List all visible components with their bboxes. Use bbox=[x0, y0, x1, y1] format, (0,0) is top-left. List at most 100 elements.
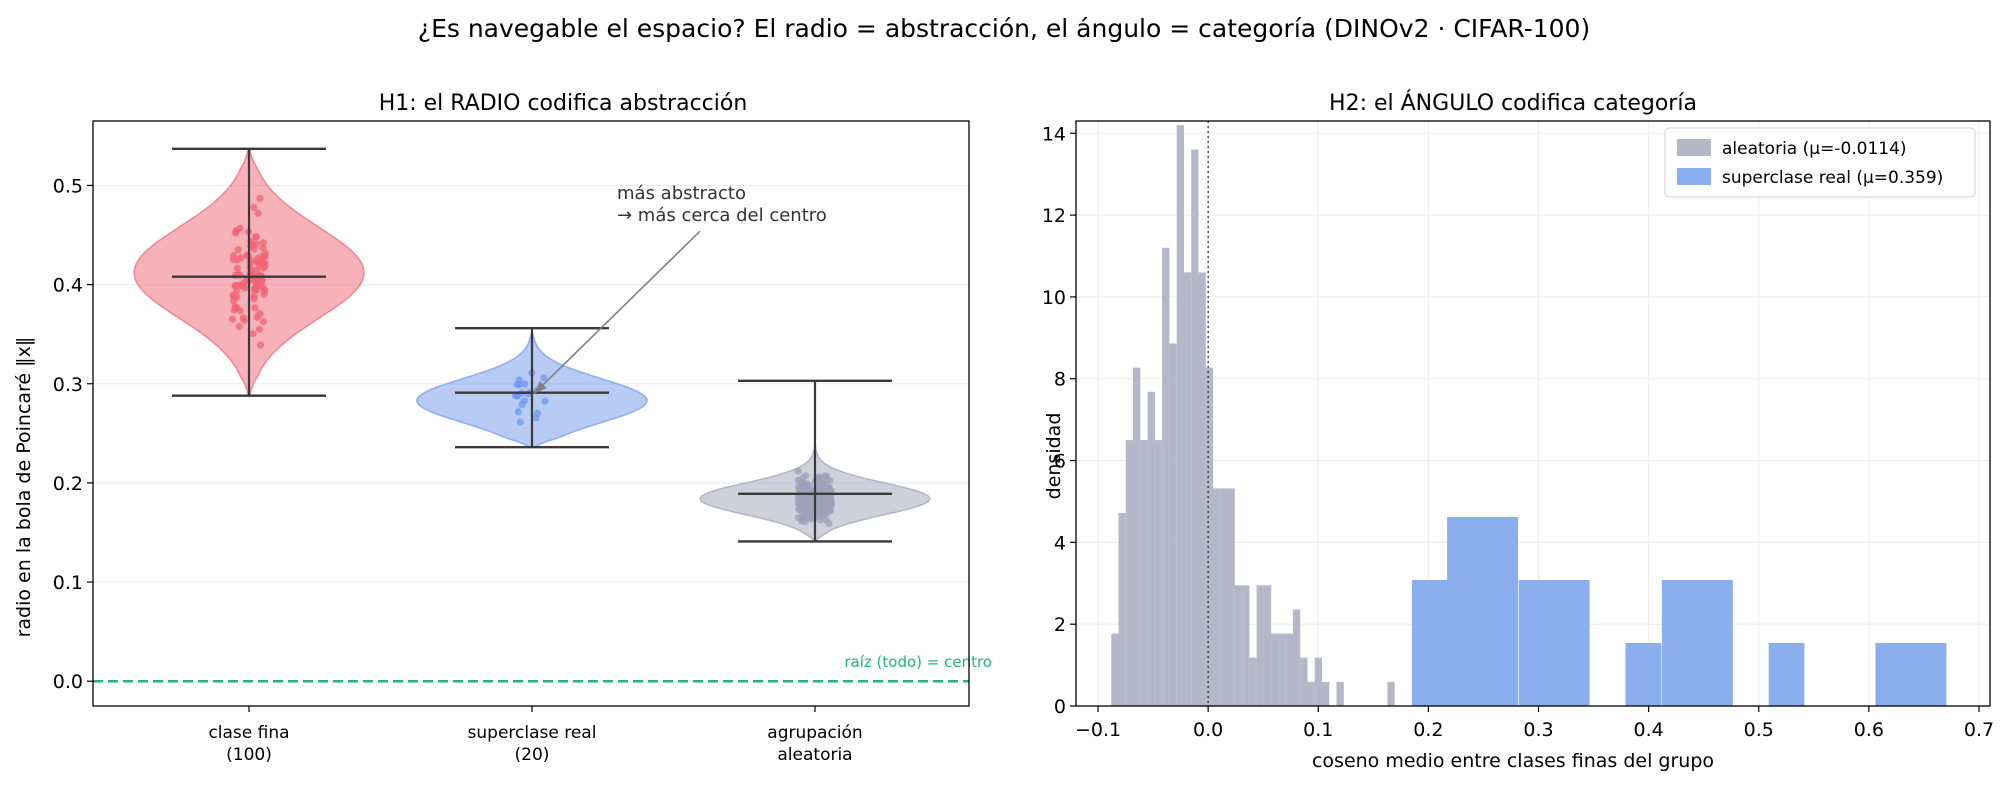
histogram-bar-random bbox=[1213, 488, 1221, 706]
histogram-superclass-series bbox=[1411, 517, 1947, 706]
left-x-tick-label: (20) bbox=[515, 745, 550, 765]
histogram-bar-superclass bbox=[1661, 580, 1698, 706]
data-point bbox=[259, 317, 267, 326]
right-y-tick-label: 8 bbox=[1054, 369, 1066, 391]
data-point bbox=[231, 271, 239, 279]
left-x-tick-label: aleatoria bbox=[777, 745, 852, 765]
data-point bbox=[231, 302, 239, 310]
histogram-bar-random bbox=[1278, 633, 1286, 706]
histogram-bar-random bbox=[1147, 391, 1155, 706]
histogram-bar-random bbox=[1263, 585, 1272, 706]
data-point bbox=[794, 467, 802, 475]
left-plot-frame bbox=[92, 120, 970, 707]
left-x-tick-label: superclase real bbox=[468, 723, 597, 743]
right-x-tick-label: 0.7 bbox=[1964, 719, 1994, 741]
histogram-bar-random bbox=[1242, 585, 1250, 706]
histogram-bar-random bbox=[1234, 585, 1243, 706]
abstraction-annotation: más abstracto → más cerca del centro bbox=[533, 183, 827, 395]
histogram-bar-superclass bbox=[1625, 643, 1662, 706]
data-point bbox=[515, 380, 524, 389]
histogram-bar-random bbox=[1183, 272, 1192, 706]
right-y-tick-label: 4 bbox=[1054, 532, 1066, 554]
data-point bbox=[236, 307, 244, 315]
histogram-bar-random bbox=[1133, 367, 1141, 706]
histogram-bar-superclass bbox=[1697, 580, 1733, 706]
histogram-bar-random bbox=[1191, 149, 1199, 707]
right-x-tick-label: 0.2 bbox=[1413, 719, 1443, 741]
data-point bbox=[799, 501, 807, 509]
histogram-bar-superclass bbox=[1553, 580, 1590, 706]
data-point bbox=[822, 482, 830, 490]
data-point bbox=[521, 380, 529, 388]
data-point bbox=[540, 374, 548, 382]
histogram-bar-random bbox=[1314, 657, 1322, 706]
right-x-ticks: −0.1 0.0 0.1 0.2 0.3 0.4 0.5 0.6 0.7 bbox=[1075, 706, 1994, 741]
right-y-tick-label: 10 bbox=[1042, 287, 1066, 309]
data-point bbox=[233, 264, 241, 272]
violin-chart-radius: H1: el RADIO codifica abstracción radio … bbox=[13, 91, 992, 765]
data-point bbox=[250, 292, 258, 300]
data-point bbox=[821, 472, 829, 480]
histogram-bar-random bbox=[1140, 440, 1148, 706]
histogram-bar-random bbox=[1387, 681, 1395, 706]
histogram-bar-random bbox=[1220, 488, 1228, 706]
histogram-bar-superclass bbox=[1768, 643, 1805, 706]
histogram-bar-superclass bbox=[1482, 517, 1518, 706]
data-point bbox=[259, 239, 267, 247]
histogram-bar-random bbox=[1249, 657, 1257, 706]
histogram-bar-random bbox=[1118, 512, 1126, 706]
right-x-tick-label: 0.1 bbox=[1303, 719, 1333, 741]
histogram-bar-superclass bbox=[1910, 643, 1947, 706]
left-x-tick-label: (100) bbox=[226, 745, 272, 765]
histogram-bar-random bbox=[1336, 681, 1344, 706]
right-y-tick-label: 0 bbox=[1054, 696, 1066, 718]
data-point bbox=[252, 233, 260, 241]
histogram-bar-random bbox=[1307, 681, 1315, 706]
legend-label-random: aleatoria (μ=-0.0114) bbox=[1722, 139, 1907, 159]
data-point bbox=[796, 494, 804, 502]
data-point bbox=[541, 397, 549, 405]
left-x-ticks: clase fina(100) superclase real(20) agrupa… bbox=[208, 706, 863, 765]
data-point bbox=[234, 256, 242, 264]
data-point bbox=[249, 330, 257, 338]
left-y-tick-label: 0.4 bbox=[53, 275, 83, 297]
right-x-tick-label: 0.4 bbox=[1634, 719, 1664, 741]
histogram-bar-random bbox=[1125, 440, 1134, 706]
annotation-text-line1: más abstracto bbox=[617, 183, 746, 204]
histogram-bar-random bbox=[1198, 272, 1206, 706]
histogram-bar-random bbox=[1176, 125, 1184, 707]
data-point bbox=[800, 511, 809, 519]
right-x-axis-label: coseno medio entre clases finas del grup… bbox=[1312, 750, 1714, 772]
histogram-bar-random bbox=[1271, 633, 1279, 706]
right-x-tick-label: 0.3 bbox=[1523, 719, 1553, 741]
data-point bbox=[807, 507, 815, 515]
histogram-bar-random bbox=[1205, 367, 1213, 706]
right-x-tick-label: 0.5 bbox=[1744, 719, 1774, 741]
histogram-bar-random bbox=[1162, 247, 1170, 707]
left-x-tick-label: agrupación bbox=[767, 723, 862, 743]
data-point bbox=[234, 246, 242, 254]
left-chart-title: H1: el RADIO codifica abstracción bbox=[379, 91, 748, 116]
right-plot-frame bbox=[1075, 120, 1991, 707]
histogram-bar-random bbox=[1169, 343, 1177, 706]
legend-swatch-random bbox=[1677, 139, 1711, 156]
data-point bbox=[820, 505, 828, 513]
data-point bbox=[251, 304, 259, 312]
right-y-tick-label: 12 bbox=[1042, 205, 1066, 227]
data-point bbox=[256, 194, 264, 203]
data-point bbox=[231, 229, 239, 237]
right-x-tick-label: 0.6 bbox=[1854, 719, 1884, 741]
right-y-axis-label: densidad bbox=[1043, 413, 1065, 500]
histogram-bar-random bbox=[1256, 585, 1264, 706]
legend-box bbox=[1664, 127, 1976, 198]
data-point bbox=[259, 264, 268, 272]
data-point bbox=[803, 480, 811, 488]
data-point bbox=[794, 514, 803, 522]
histogram-bar-superclass bbox=[1447, 517, 1483, 706]
right-x-tick-label: −0.1 bbox=[1075, 719, 1121, 741]
data-point bbox=[230, 297, 238, 305]
histogram-random-series bbox=[1111, 125, 1395, 707]
left-y-tick-label: 0.2 bbox=[53, 473, 83, 495]
data-point bbox=[256, 341, 265, 349]
histogram-bar-superclass bbox=[1518, 580, 1555, 706]
